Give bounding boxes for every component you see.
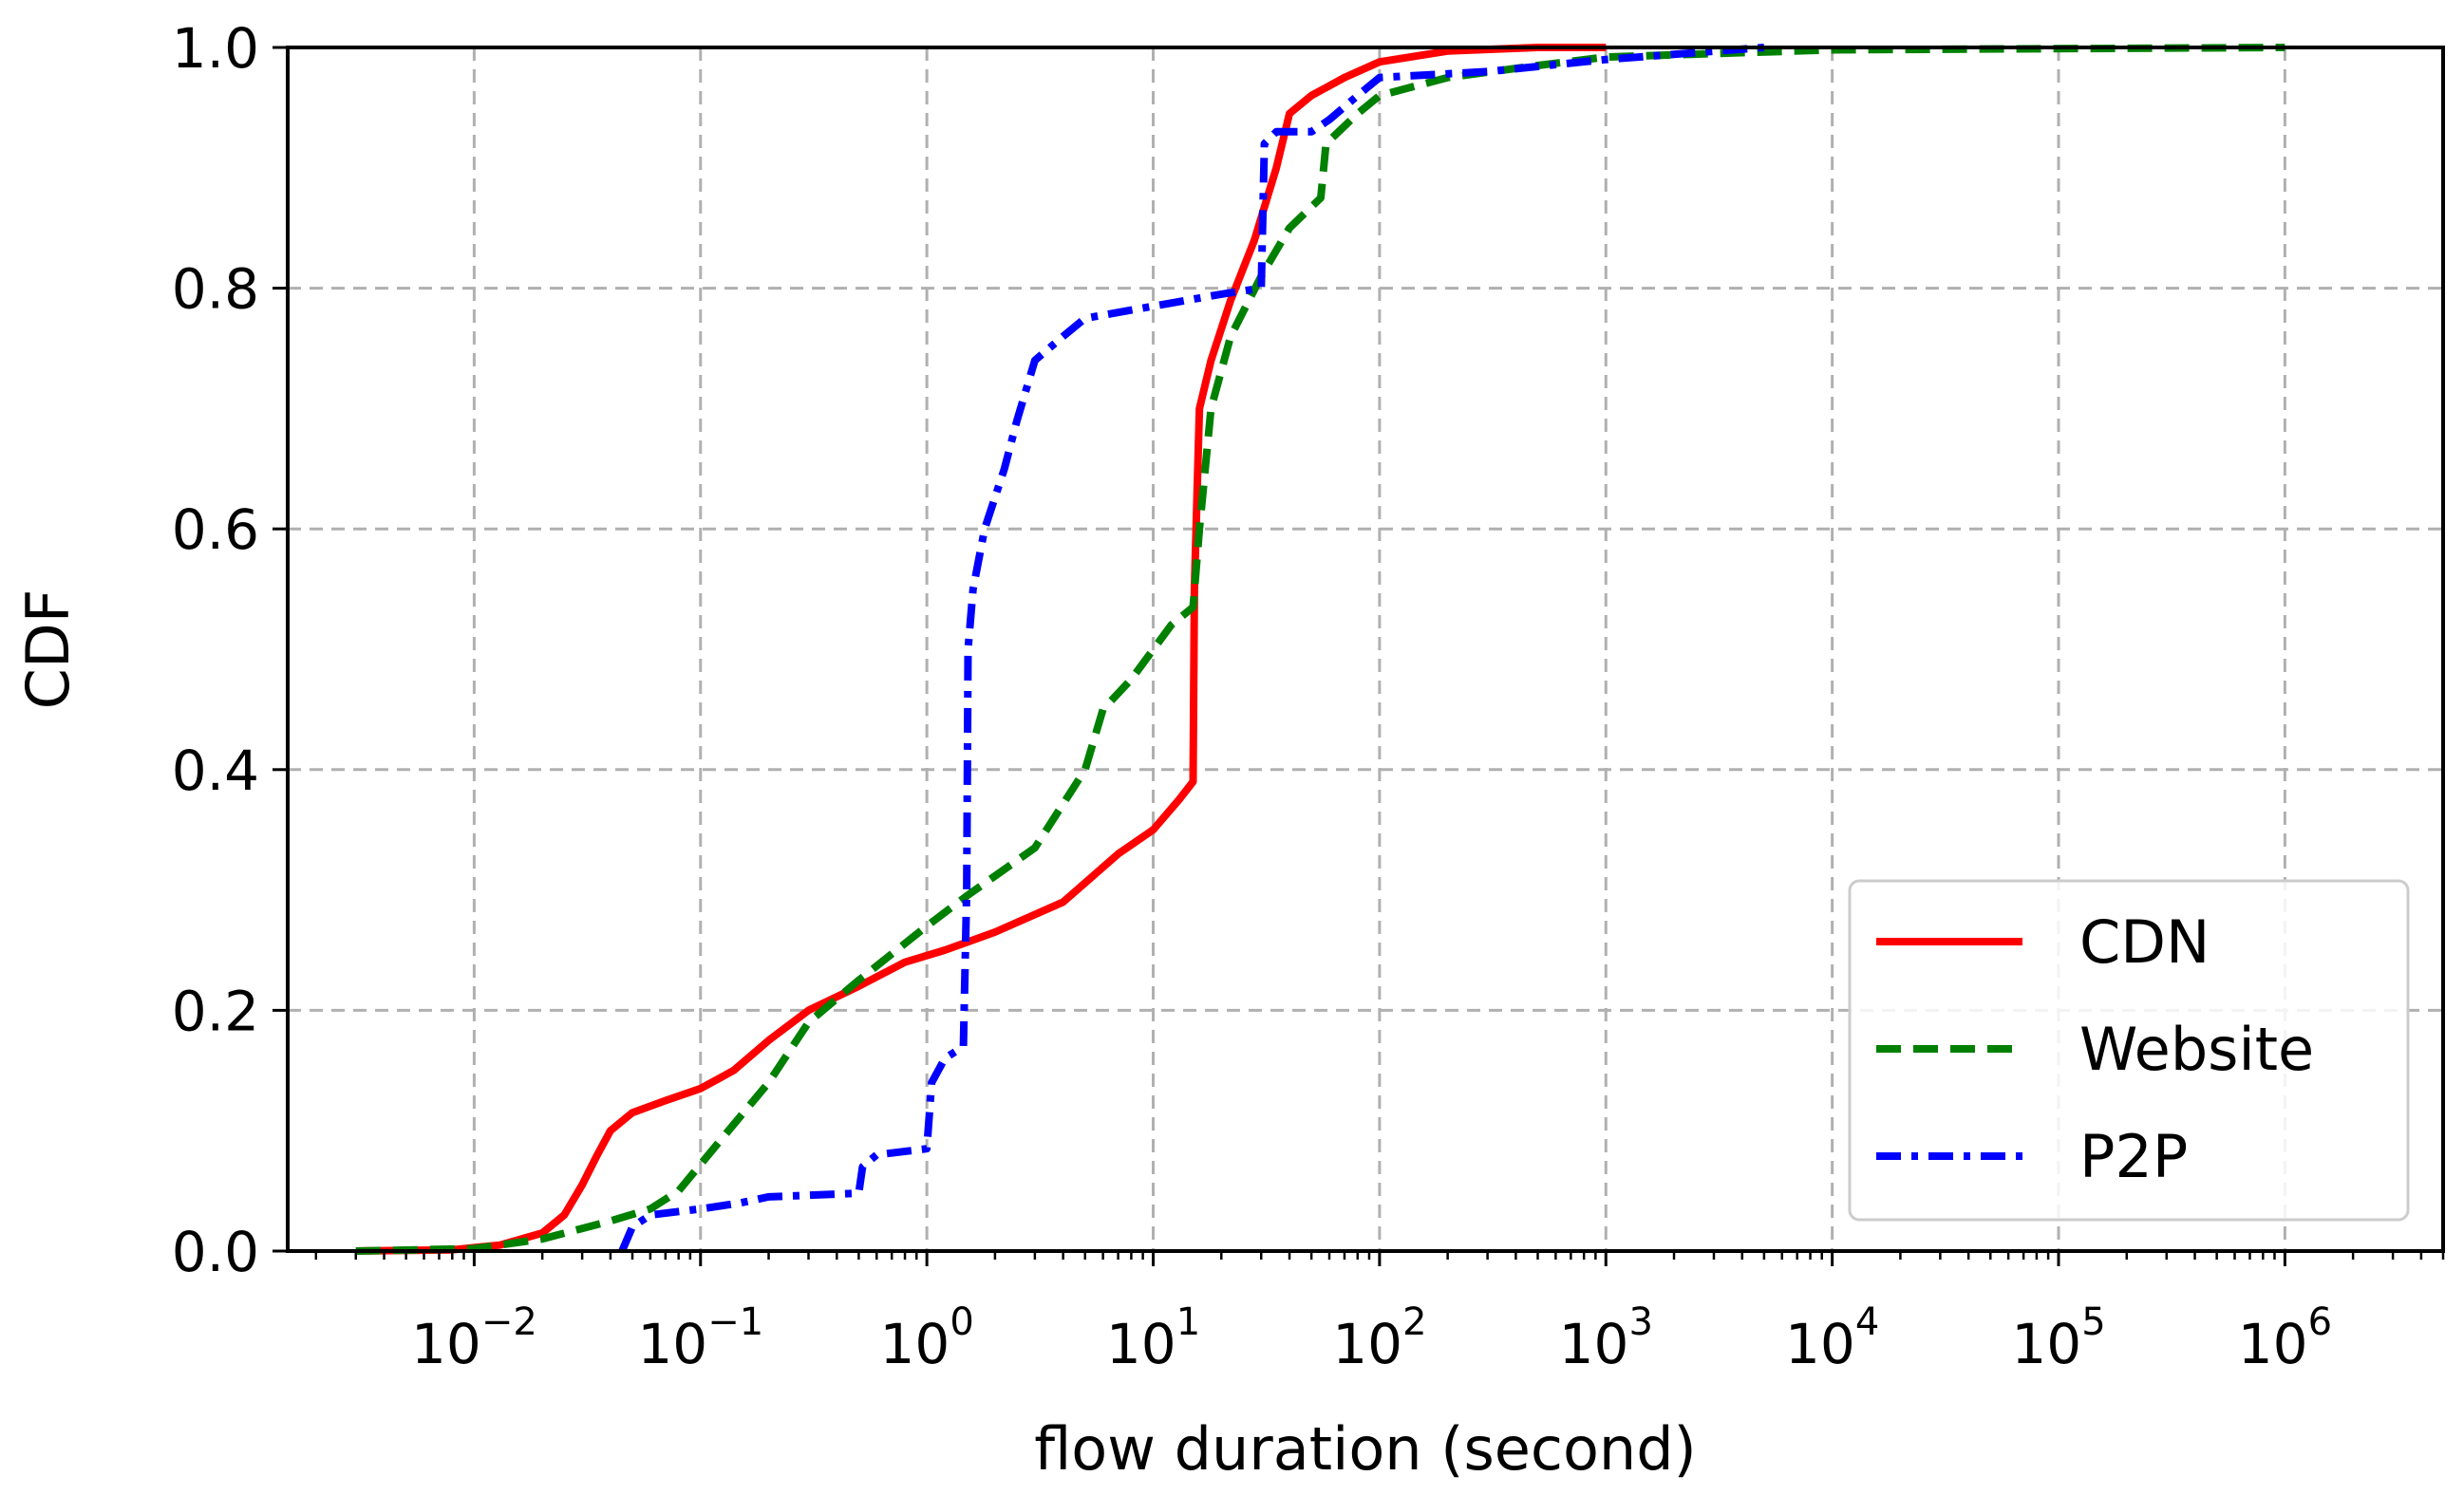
x-tick-base: 10 xyxy=(1559,1312,1629,1376)
legend-box xyxy=(1848,879,2410,1222)
x-tick-label: 103 xyxy=(1559,1300,1653,1376)
legend-label: CDN xyxy=(2079,907,2210,977)
plot-frame xyxy=(286,46,2445,1253)
legend-label: Website xyxy=(2079,1015,2314,1084)
x-tick-exponent: −1 xyxy=(707,1300,763,1344)
x-tick-labels: 10−2 10−1 100 101 102 103 104 105 106 xyxy=(411,1300,2332,1376)
x-tick-exponent: 5 xyxy=(2081,1300,2105,1344)
x-tick-exponent: 1 xyxy=(1176,1300,1200,1344)
x-tick-base: 10 xyxy=(1785,1312,1855,1376)
x-tick-exponent: 4 xyxy=(1855,1300,1879,1344)
y-tick-label: 1.0 xyxy=(172,16,259,81)
y-tick-label: 0.2 xyxy=(172,979,259,1043)
y-tick-label: 0.8 xyxy=(172,257,259,322)
x-tick-base: 10 xyxy=(2011,1312,2081,1376)
series-line-p2p xyxy=(618,44,1765,1253)
x-tick-label: 102 xyxy=(1332,1300,1426,1376)
x-tick-exponent: 3 xyxy=(1628,1300,1652,1344)
legend: CDN Website P2P xyxy=(1848,879,2410,1222)
x-tick-label: 101 xyxy=(1106,1300,1200,1376)
axis-ticks xyxy=(273,46,2445,1266)
x-tick-base: 10 xyxy=(1106,1312,1176,1376)
x-tick-label: 105 xyxy=(2011,1300,2105,1376)
x-tick-exponent: −2 xyxy=(481,1300,537,1344)
y-tick-labels: 0.0 0.2 0.4 0.6 0.8 1.0 xyxy=(172,16,259,1284)
y-tick-label: 0.4 xyxy=(172,738,259,803)
y-tick-label: 0.6 xyxy=(172,497,259,562)
series-line-cdn xyxy=(355,44,1607,1255)
series-line-website xyxy=(355,44,2285,1255)
y-axis-label: CDF xyxy=(13,589,83,710)
x-tick-base: 10 xyxy=(2238,1312,2308,1376)
legend-label: P2P xyxy=(2079,1122,2188,1191)
x-tick-label: 10−1 xyxy=(637,1300,763,1376)
x-tick-exponent: 2 xyxy=(1402,1300,1426,1344)
x-tick-base: 10 xyxy=(880,1312,950,1376)
x-tick-base: 10 xyxy=(1332,1312,1402,1376)
x-tick-base: 10 xyxy=(637,1312,707,1376)
x-tick-label: 100 xyxy=(880,1300,974,1376)
x-tick-exponent: 6 xyxy=(2308,1300,2332,1344)
x-tick-base: 10 xyxy=(411,1312,481,1376)
x-tick-label: 104 xyxy=(1785,1300,1879,1376)
x-tick-label: 10−2 xyxy=(411,1300,537,1376)
x-tick-label: 106 xyxy=(2238,1300,2332,1376)
y-tick-label: 0.0 xyxy=(172,1220,259,1284)
x-axis-label: flow duration (second) xyxy=(1034,1414,1697,1484)
plot-series xyxy=(355,44,2285,1255)
x-tick-exponent: 0 xyxy=(950,1300,973,1344)
